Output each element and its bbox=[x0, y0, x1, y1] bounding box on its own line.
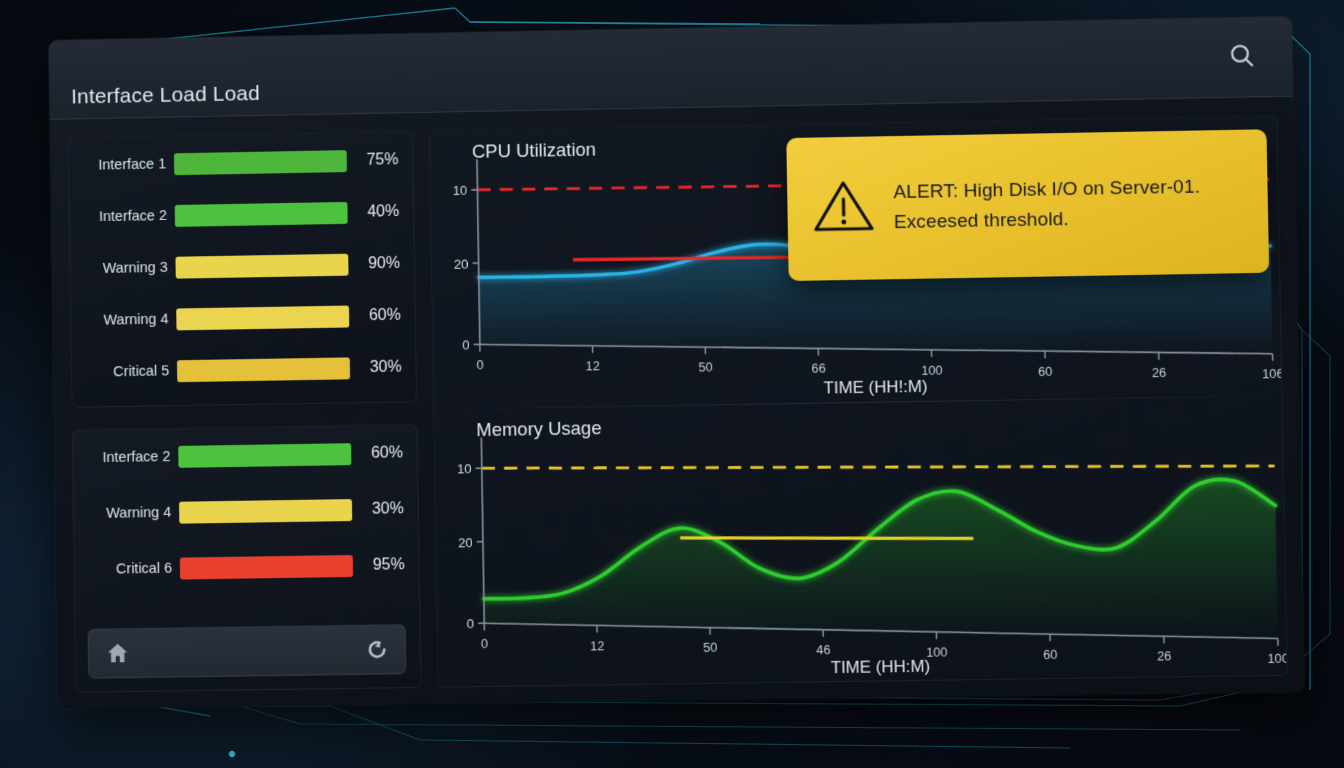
bar-track bbox=[176, 357, 351, 383]
bar-percent: 60% bbox=[370, 444, 404, 462]
bar-fill bbox=[179, 554, 354, 580]
dashboard-panel-wrapper: Interface Load Load Interface 1 bbox=[48, 16, 1305, 709]
bar-percent: 90% bbox=[368, 254, 401, 273]
y-axis-tick: 20 bbox=[458, 534, 473, 549]
x-axis-tick: 60 bbox=[1038, 364, 1052, 378]
interface-load-card-secondary: Interface 2 60% Warning 4 30% Critical 6 bbox=[71, 424, 422, 693]
list-item[interactable]: Interface 2 40% bbox=[82, 197, 400, 233]
x-axis-tick: 100 bbox=[921, 363, 943, 377]
bar-fill bbox=[176, 357, 351, 383]
list-item[interactable]: Warning 3 90% bbox=[82, 249, 400, 284]
list-item[interactable]: Critical 6 95% bbox=[87, 550, 405, 585]
bar-percent: 75% bbox=[366, 151, 399, 169]
x-axis-tick: 26 bbox=[1152, 366, 1167, 380]
interface-load-card-primary: Interface 1 75% Interface 2 40% Warning … bbox=[67, 130, 418, 408]
x-axis-tick: 50 bbox=[698, 360, 712, 374]
x-axis-tick: 66 bbox=[811, 362, 825, 376]
bar-percent: 30% bbox=[371, 500, 404, 518]
alert-toast[interactable]: ALERT: High Disk I/O on Server-01. Excee… bbox=[786, 129, 1270, 282]
bottom-toolbar bbox=[87, 624, 407, 679]
list-item[interactable]: Warning 4 60% bbox=[83, 301, 401, 336]
bar-label: Interface 2 bbox=[102, 449, 171, 467]
page-title: Interface Load Load bbox=[70, 82, 261, 109]
bar-fill bbox=[173, 150, 347, 176]
bar-percent: 30% bbox=[369, 358, 402, 377]
x-axis-label: TIME (HH:M) bbox=[831, 656, 931, 677]
chart-title: CPU Utilization bbox=[471, 138, 597, 162]
y-axis-tick: 10 bbox=[457, 461, 472, 476]
left-column: Interface 1 75% Interface 2 40% Warning … bbox=[67, 130, 422, 693]
list-item[interactable]: Interface 1 75% bbox=[81, 145, 399, 181]
x-axis-tick: 50 bbox=[703, 640, 717, 654]
x-axis-tick: 12 bbox=[590, 638, 604, 652]
x-axis-tick: 100 bbox=[1267, 651, 1286, 665]
bar-label: Warning 4 bbox=[106, 504, 172, 522]
memory-usage-chart[interactable]: Memory Usage 10 20 0 0 12 50 46 100 60 26 100 TIME … bbox=[434, 396, 1287, 687]
list-item[interactable]: Interface 2 60% bbox=[85, 438, 403, 473]
bar-track bbox=[174, 201, 348, 227]
warning-triangle-icon bbox=[811, 176, 876, 240]
bar-label: Warning 3 bbox=[102, 259, 168, 277]
dashboard-panel: Interface Load Load Interface 1 bbox=[48, 16, 1305, 709]
x-axis-tick: 0 bbox=[481, 636, 488, 650]
bar-percent: 95% bbox=[372, 556, 405, 574]
list-item[interactable]: Warning 4 30% bbox=[86, 494, 404, 529]
bar-fill bbox=[174, 201, 348, 227]
bar-percent: 40% bbox=[367, 202, 400, 221]
bar-label: Interface 2 bbox=[98, 208, 168, 226]
x-axis-tick: 106 bbox=[1262, 367, 1281, 381]
bar-fill bbox=[179, 499, 353, 524]
bar-fill bbox=[175, 253, 349, 279]
x-axis-tick: 100 bbox=[926, 645, 948, 659]
bar-percent: 60% bbox=[368, 306, 401, 325]
y-axis-tick: 0 bbox=[467, 616, 475, 631]
home-icon[interactable] bbox=[105, 640, 131, 666]
x-axis-tick: 12 bbox=[586, 359, 600, 373]
bar-track bbox=[173, 150, 347, 176]
x-axis-label: TIME (HH!:M) bbox=[824, 377, 928, 398]
x-axis-tick: 46 bbox=[816, 643, 830, 657]
y-axis-tick: 10 bbox=[453, 183, 468, 198]
bar-track bbox=[178, 443, 352, 468]
bar-track bbox=[176, 305, 350, 331]
y-axis-tick: 20 bbox=[454, 256, 469, 271]
bar-track bbox=[175, 253, 349, 279]
node-dot bbox=[228, 750, 236, 758]
alert-message: ALERT: High Disk I/O on Server-01. Excee… bbox=[893, 176, 1201, 233]
bar-track bbox=[179, 554, 354, 580]
bar-label: Critical 5 bbox=[113, 363, 170, 381]
x-axis-tick: 60 bbox=[1043, 647, 1058, 661]
bar-label: Warning 4 bbox=[103, 311, 169, 329]
bar-fill bbox=[176, 305, 350, 331]
search-icon[interactable] bbox=[1219, 33, 1264, 78]
bar-label: Critical 6 bbox=[115, 560, 173, 578]
y-axis-tick: 0 bbox=[462, 338, 470, 353]
chart-title: Memory Usage bbox=[476, 416, 602, 440]
x-axis-tick: 26 bbox=[1157, 649, 1172, 663]
list-item[interactable]: Critical 5 30% bbox=[84, 353, 402, 388]
bar-label: Interface 1 bbox=[98, 156, 167, 174]
refresh-icon[interactable] bbox=[365, 637, 389, 661]
bar-fill bbox=[178, 443, 352, 468]
bar-track bbox=[179, 499, 353, 524]
x-axis-tick: 0 bbox=[477, 358, 484, 372]
